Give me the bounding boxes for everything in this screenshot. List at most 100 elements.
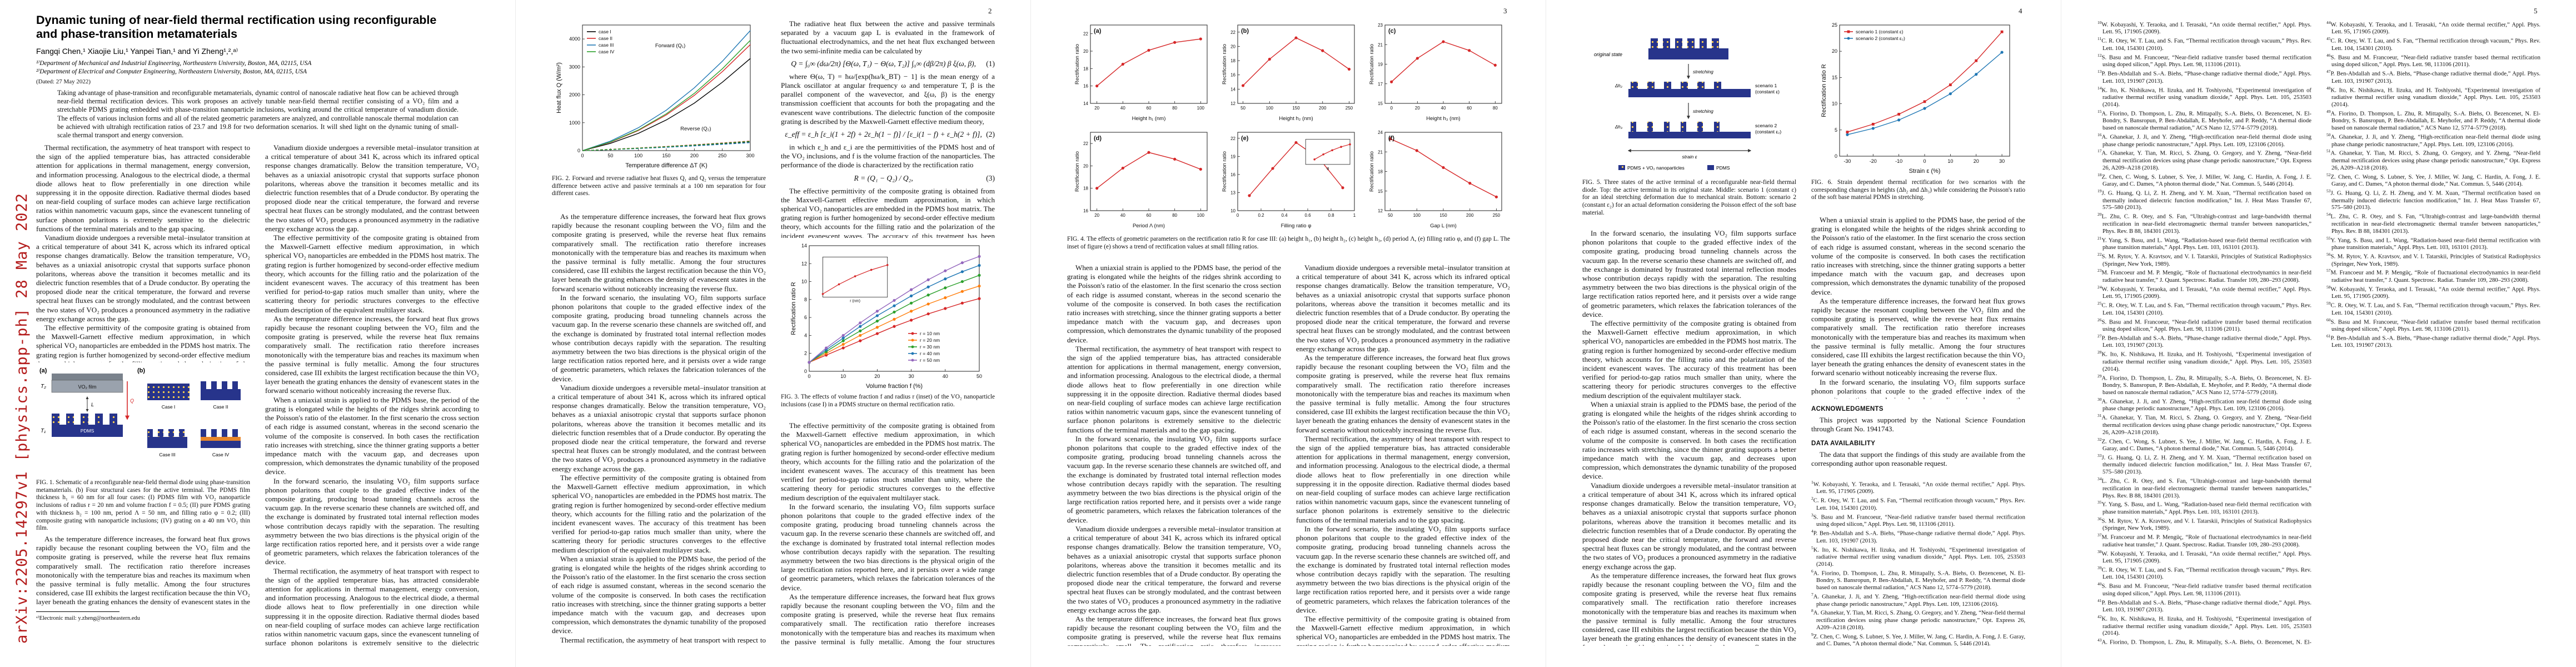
equation-1-number: (1) (986, 59, 995, 68)
column-left-text: In the forward scenario, the insulating … (1582, 229, 1796, 646)
svg-text:15: 15 (1378, 189, 1383, 194)
svg-text:20: 20 (1094, 106, 1099, 111)
svg-text:40: 40 (1120, 213, 1125, 218)
fig4-panel-a: 20 40 60 80 100 14 16 18 20 22 Height h₁ (nm) Recti… (1073, 19, 1212, 122)
reference-entry: 58W. Kobayashi, Y. Teraoka, and I. Teras… (2326, 284, 2540, 300)
fig5-strain-label: strain ε (1682, 154, 1697, 160)
body-paragraph: Vanadium dioxide undergoes a reversible … (265, 143, 479, 233)
body-paragraph: Vanadium dioxide undergoes a reversible … (552, 383, 766, 473)
reference-entry: 32Z. Chen, C. Wong, S. Lubner, S. Yee, J… (2097, 436, 2311, 452)
svg-text:100: 100 (1197, 106, 1205, 111)
svg-text:20: 20 (874, 374, 880, 379)
svg-text:50: 50 (976, 374, 982, 379)
fig6-chart: -30 -20 -10 0 10 20 30 0 5 10 15 20 25 scenario 1 (co… (1820, 19, 2014, 175)
reference-entry: 38W. Kobayashi, Y. Teraoka, and I. Teras… (2097, 549, 2311, 565)
reference-entry: 46S. Basu and M. Francoeur, “Near-field … (2326, 52, 2540, 68)
page-1: Dynamic tuning of near-field thermal rec… (0, 0, 515, 667)
svg-text:10: 10 (1230, 208, 1235, 213)
svg-text:2000: 2000 (569, 92, 580, 98)
body-paragraph: In the forward scenario, the insulating … (1067, 434, 1281, 524)
svg-text:2: 2 (804, 351, 807, 356)
body-paragraph: In the forward scenario, the insulating … (265, 476, 479, 566)
svg-text:(e): (e) (1241, 135, 1249, 142)
title-line-1: Dynamic tuning of near-field thermal rec… (36, 13, 437, 27)
reference-entry: 47P. Ben-Abdallah and S.-A. Biehs, “Phas… (2326, 69, 2540, 84)
reference-entry: 15A. Fiorino, D. Thompson, L. Zhu, R. Mi… (2097, 108, 2311, 132)
svg-text:10: 10 (1832, 101, 1837, 107)
svg-text:200: 200 (690, 153, 699, 158)
svg-text:0.2: 0.2 (1258, 213, 1264, 218)
body-paragraph: The effective permittivity of the compos… (781, 186, 995, 238)
fig2-chart: 0 50 100 150 200 250 300 0 1000 2000 3000 4000 case … (555, 19, 755, 170)
reference-entry: 45C. R. Otey, W. T. Lau, and S. Fan, “Th… (2326, 36, 2540, 52)
fig1-case4-label: Case IV (212, 452, 230, 457)
fig5-legend-composite: PDMS + VO₂ nanoparticles (1627, 165, 1685, 171)
svg-text:1000: 1000 (569, 120, 580, 126)
svg-text:5: 5 (1835, 127, 1837, 133)
page-number: 2 (988, 7, 992, 15)
fig5-scenario1-sub: (constant ε) (1755, 89, 1780, 94)
reference-entry: 49A. Fiorino, D. Thompson, L. Zhu, R. Mi… (2326, 108, 2540, 132)
svg-text:0: 0 (1237, 213, 1239, 218)
body-paragraph: As the temperature difference increases,… (36, 535, 250, 607)
reference-entry: 4P. Ben-Abdallah and S.-A. Biehs, “Phase… (1811, 529, 2025, 544)
dated-line: (Dated: 27 May 2022) (36, 78, 91, 85)
figure-1: (a) VO₂ film L PDMS T₂ T₁ Q (b) Case I (36, 365, 250, 476)
reference-entry: 7A. Ghanekar, J. Ji, and Y. Zheng, “High… (1811, 592, 2025, 608)
reference-entry: 54L. Zhu, C. R. Otey, and S. Fan, “Ultra… (2326, 212, 2540, 235)
reference-entry: 6A. Fiorino, D. Thompson, L. Zhu, R. Mit… (1811, 568, 2025, 591)
svg-text:40: 40 (943, 374, 948, 379)
svg-text:(a): (a) (1094, 28, 1102, 34)
svg-text:0: 0 (1835, 153, 1837, 159)
svg-text:100: 100 (1413, 213, 1421, 218)
svg-text:Gap L (nm): Gap L (nm) (1430, 223, 1457, 229)
fig5-scenario1-label: scenario 1 (1755, 83, 1777, 88)
equation-1: Q = ∫₀∞ (dω/2π) [Θ(ω, T₁) − Θ(ω, T₂)] ∫₀… (781, 59, 995, 68)
svg-text:0.4: 0.4 (1281, 213, 1288, 218)
svg-text:16: 16 (1083, 208, 1088, 213)
acknowledgments-heading: ACKNOWLEDGMENTS (1811, 406, 1884, 412)
svg-text:case I: case I (599, 29, 611, 34)
body-paragraph: As the temperature difference increases,… (781, 592, 995, 646)
reference-entry: 61P. Ben-Abdallah and S.-A. Biehs, “Phas… (2326, 333, 2540, 347)
svg-text:0: 0 (1390, 106, 1393, 111)
body-paragraph: The effective permittivity of the compos… (265, 233, 479, 314)
svg-text:3000: 3000 (569, 64, 580, 69)
svg-text:Rectification ratio R: Rectification ratio R (1821, 64, 1827, 117)
svg-text:Height h₂ (nm): Height h₂ (nm) (1279, 116, 1313, 122)
body-paragraph: The effective permittivity of the compos… (1582, 319, 1796, 400)
page-4: 4 original state stretching (1546, 0, 2061, 667)
fig5-scenario2-sub: (constant ε₂) (1755, 129, 1781, 135)
svg-text:100: 100 (1266, 106, 1274, 111)
body-paragraph: When a uniaxial strain is applied to the… (552, 554, 766, 635)
svg-text:25: 25 (1832, 22, 1837, 28)
svg-text:21: 21 (1378, 42, 1383, 47)
reference-entry: 40S. Basu and M. Francoeur, “Near-field … (2097, 581, 2311, 597)
svg-text:21: 21 (1378, 150, 1383, 155)
svg-text:300: 300 (746, 153, 754, 158)
reference-entry: 59C. R. Otey, W. T. Lau, and S. Fan, “Th… (2326, 301, 2540, 316)
reference-entry: 12S. Basu and M. Francoeur, “Near-field … (2097, 52, 2311, 68)
svg-text:r = 30 nm: r = 30 nm (920, 344, 940, 350)
svg-text:150: 150 (1292, 106, 1300, 111)
svg-text:30: 30 (909, 374, 914, 379)
acknowledgments-text: This project was supported by the Nation… (1811, 416, 2025, 434)
svg-text:Rectification ratio: Rectification ratio (1222, 151, 1228, 192)
svg-text:200: 200 (1319, 106, 1327, 111)
svg-text:150: 150 (1439, 213, 1447, 218)
svg-text:0.6: 0.6 (1304, 213, 1311, 218)
reference-entry: 13P. Ben-Abdallah and S.-A. Biehs, “Phas… (2097, 69, 2311, 84)
equation-3: R = (Q₁ − Q₂) / Q₂, (3) (781, 174, 995, 183)
svg-text:4: 4 (804, 332, 807, 338)
reference-entry: 33J. G. Huang, Q. Li, Z. H. Zheng, and Y… (2097, 452, 2311, 476)
author-list: Fangqi Chen,¹ Xiaojie Liu,¹ Yanpei Tian,… (36, 47, 238, 56)
body-paragraph: When a uniaxial strain is applied to the… (1582, 400, 1796, 481)
reference-entry: 37M. Francoeur and M. P. Mengüç, “Role o… (2097, 532, 2311, 548)
reference-entry: 17A. Ghanekar, Y. Tian, M. Ricci, S. Zha… (2097, 148, 2311, 171)
figure-6-caption: FIG. 6. Strain dependent thermal rectifi… (1811, 179, 2025, 201)
body-paragraph: In the forward scenario, the insulating … (552, 293, 766, 383)
svg-text:Rectification ratio: Rectification ratio (1074, 44, 1080, 84)
fig1-gap-label: L (91, 402, 94, 407)
svg-text:14: 14 (1230, 87, 1235, 92)
svg-text:Strain ε (%): Strain ε (%) (1909, 168, 1941, 175)
